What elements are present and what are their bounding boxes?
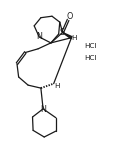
Text: N: N <box>36 32 42 42</box>
Text: H: H <box>54 83 59 89</box>
Text: H: H <box>70 35 76 41</box>
Text: S: S <box>59 28 65 37</box>
Text: HCl: HCl <box>83 43 96 49</box>
Text: HCl: HCl <box>83 55 96 61</box>
Text: O: O <box>65 12 72 21</box>
Polygon shape <box>62 32 71 39</box>
Text: N: N <box>40 105 46 114</box>
